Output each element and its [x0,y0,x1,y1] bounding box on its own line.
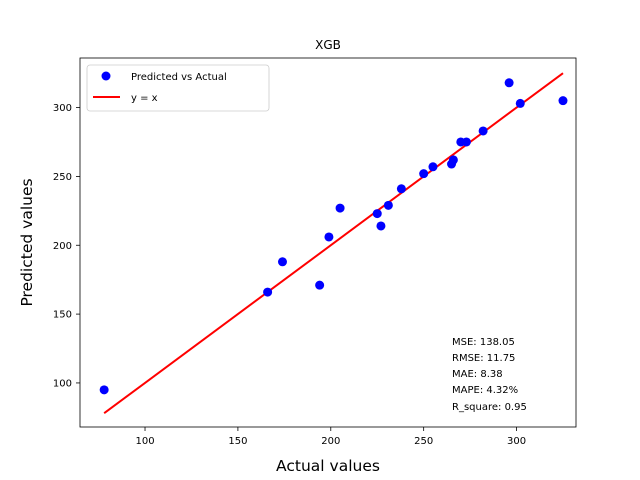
data-point [277,257,287,267]
y-tick-label: 250 [53,172,72,183]
data-point [428,162,438,172]
y-tick-label: 300 [53,103,72,114]
metric-rmse: RMSE: 11.75 [452,353,515,364]
x-tick-label: 250 [414,436,433,447]
data-point [263,287,273,297]
data-point [376,221,386,231]
plot-area [80,58,576,427]
y-tick-label: 100 [53,378,72,389]
data-point [396,184,406,194]
x-axis-ticks: 100 150 200 250 300 [135,427,526,447]
scatter-points-layer [99,78,568,395]
x-tick-label: 200 [321,436,340,447]
legend: Predicted vs Actual y = x [86,64,270,112]
x-tick-label: 100 [135,436,154,447]
data-point [558,96,568,106]
data-point [448,155,458,165]
x-axis-label: Actual values [276,457,380,475]
metric-mse: MSE: 138.05 [452,337,515,348]
data-point [372,209,382,219]
legend-label-line: y = x [131,93,158,104]
data-point [99,385,109,395]
data-point [461,137,471,147]
data-point [419,169,429,179]
chart-title: XGB [315,38,341,52]
data-point [515,98,525,108]
y-tick-label: 150 [53,310,72,321]
x-tick-label: 300 [507,436,526,447]
legend-label-scatter: Predicted vs Actual [131,72,227,83]
metric-mape: MAPE: 4.32% [452,385,518,396]
plot-frame [79,57,577,428]
y-axis-label: Predicted values [18,178,36,306]
legend-marker-scatter [101,71,111,81]
data-point [335,203,345,213]
x-tick-label: 150 [228,436,247,447]
data-point [504,78,514,88]
y-tick-label: 200 [53,241,72,252]
data-point [315,280,325,290]
metric-mae: MAE: 8.38 [452,369,503,380]
data-point [324,232,334,242]
legend-box [86,64,270,112]
data-point [478,126,488,136]
data-point [383,200,393,210]
y-axis-ticks: 100 150 200 250 300 [53,103,80,389]
metric-r-square: R_square: 0.95 [452,402,527,413]
metrics-annotation: MSE: 138.05 RMSE: 11.75 MAE: 8.38 MAPE: … [452,337,527,413]
